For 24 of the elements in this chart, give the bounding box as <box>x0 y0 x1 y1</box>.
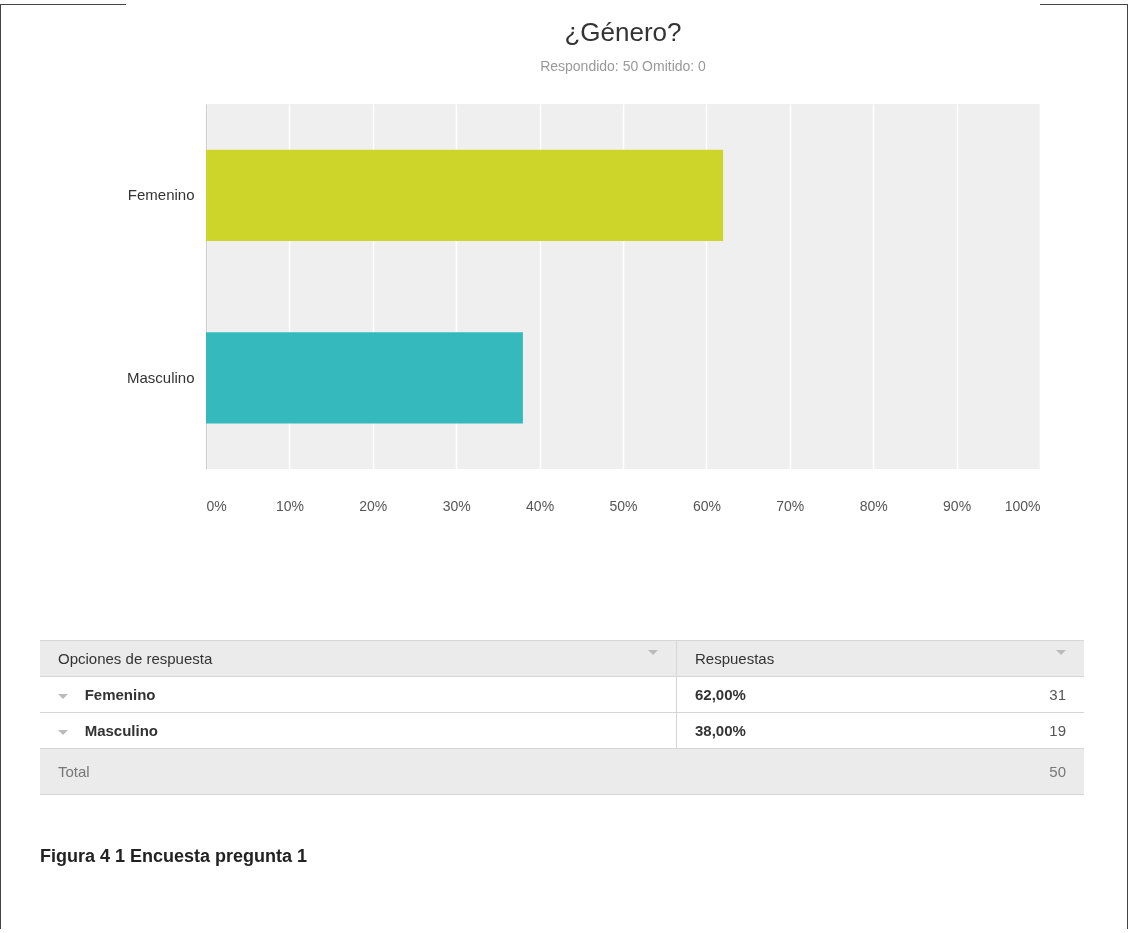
text: Figura 4 1 Encuesta pregunta 1 <box>40 846 308 867</box>
category-label: Femenino <box>84 686 156 703</box>
x-tick-label: 100% <box>1004 497 1041 514</box>
x-tick-label: 0% <box>206 497 227 514</box>
text: Total <box>40 748 677 795</box>
x-tick-label: 30% <box>442 497 471 514</box>
chart-title: ¿Género? <box>564 17 682 47</box>
text: Opciones de respuesta <box>40 640 677 677</box>
text: 19 <box>1049 722 1066 739</box>
x-tick-label: 20% <box>359 497 388 514</box>
text: 62,00% <box>695 686 746 703</box>
x-tick-label: 40% <box>526 497 555 514</box>
x-tick-label: 80% <box>859 497 888 514</box>
x-tick-label: 70% <box>776 497 805 514</box>
text: 31 <box>1049 686 1066 703</box>
text: Respuestas <box>676 640 1084 677</box>
chart-subtitle: Respondido: 50 Omitido: 0 <box>540 58 707 74</box>
category-label: Masculino <box>84 722 159 739</box>
x-tick-label: 50% <box>609 497 638 514</box>
x-tick-label: 10% <box>275 497 304 514</box>
text: 38,00% <box>695 722 746 739</box>
x-tick-label: 60% <box>692 497 721 514</box>
text: 50 <box>676 748 1084 795</box>
x-tick-label: 90% <box>943 497 972 514</box>
